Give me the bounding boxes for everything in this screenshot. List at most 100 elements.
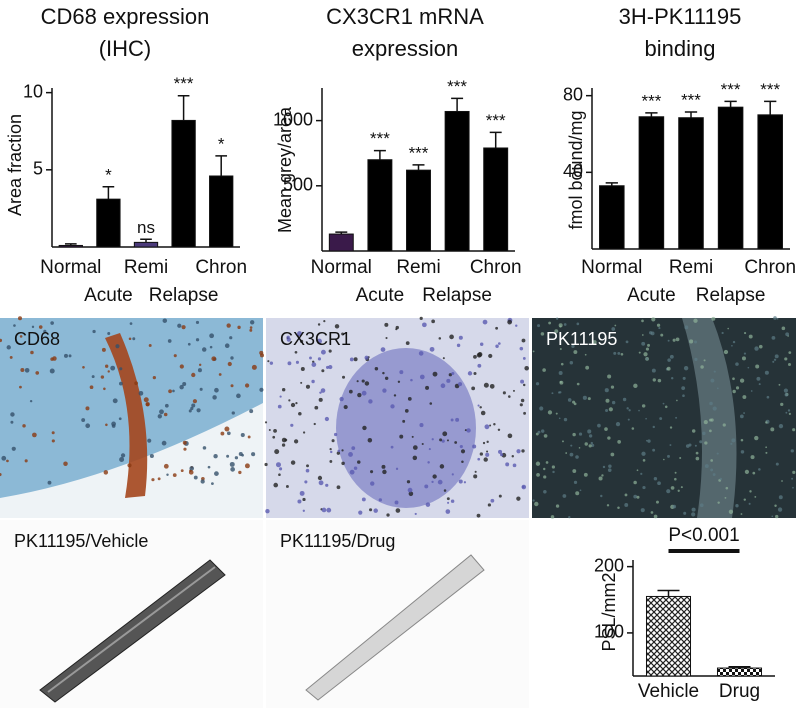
- grain: [551, 392, 554, 395]
- cell: [183, 447, 187, 451]
- cell: [229, 336, 233, 340]
- grain: [641, 334, 644, 336]
- cell: [157, 414, 162, 419]
- grain: [683, 365, 689, 371]
- cell: [100, 375, 105, 379]
- grain: [792, 470, 796, 474]
- grain: [622, 397, 627, 402]
- cell: [385, 336, 388, 340]
- cell: [419, 423, 424, 428]
- grain: [536, 473, 540, 477]
- x-tick-label: Chron: [195, 257, 247, 278]
- cell: [378, 498, 383, 502]
- grain: [679, 456, 682, 460]
- grain: [604, 388, 609, 393]
- cell: [273, 428, 277, 433]
- grain: [671, 377, 674, 380]
- grain: [699, 440, 703, 444]
- cell: [448, 373, 452, 377]
- cell: [429, 402, 433, 405]
- cell: [498, 449, 503, 454]
- cell: [119, 381, 123, 386]
- cell: [497, 342, 501, 345]
- cell: [284, 438, 288, 442]
- error-bar: [412, 164, 425, 171]
- chart-title: binding: [645, 36, 716, 61]
- cell: [348, 389, 353, 394]
- grain: [575, 455, 579, 459]
- bar: [209, 175, 234, 248]
- cell: [446, 497, 450, 501]
- grain: [724, 496, 727, 499]
- cell: [209, 333, 215, 339]
- error-bar: [335, 231, 348, 235]
- grain: [636, 469, 639, 472]
- cell: [479, 342, 484, 346]
- cell: [393, 394, 397, 397]
- cell: [390, 404, 395, 409]
- cell: [454, 441, 458, 444]
- cell: [129, 322, 133, 325]
- grain: [674, 471, 677, 474]
- cell: [516, 496, 521, 501]
- cell: [328, 349, 332, 353]
- cell: [515, 324, 518, 327]
- cell: [317, 475, 323, 481]
- grain: [709, 418, 712, 422]
- grain: [534, 501, 539, 507]
- bar: [328, 233, 354, 252]
- cell: [6, 459, 9, 463]
- y-axis-label: Area fraction: [5, 114, 25, 216]
- cell: [290, 402, 296, 408]
- grain: [699, 503, 704, 508]
- grain: [610, 452, 615, 457]
- grain: [657, 378, 662, 383]
- cell: [268, 428, 271, 431]
- significance-label: ***: [681, 90, 701, 109]
- cell: [251, 364, 257, 370]
- grain: [602, 465, 606, 469]
- cell: [353, 357, 358, 362]
- grain: [758, 383, 761, 386]
- grain: [617, 440, 621, 444]
- grain: [675, 337, 680, 342]
- cell: [281, 443, 286, 447]
- cell: [489, 383, 495, 389]
- cell: [493, 422, 496, 426]
- grain: [569, 360, 574, 365]
- panel-bg: [266, 520, 529, 708]
- cell: [349, 469, 355, 475]
- cell: [167, 339, 172, 343]
- grain: [532, 350, 535, 353]
- grain: [709, 401, 713, 406]
- cell: [10, 412, 15, 417]
- cell: [473, 354, 477, 359]
- grain: [792, 486, 794, 489]
- cell: [498, 494, 502, 498]
- grain: [578, 447, 581, 449]
- grain: [676, 399, 678, 402]
- grain: [694, 357, 698, 361]
- error-bar: [451, 97, 464, 112]
- grain: [672, 504, 677, 509]
- grain: [647, 343, 651, 347]
- cell: [406, 480, 411, 484]
- cell: [357, 460, 361, 464]
- cell: [458, 335, 463, 340]
- grain: [716, 452, 719, 455]
- grain: [643, 352, 648, 357]
- cell: [407, 487, 413, 493]
- grain: [653, 514, 658, 519]
- cell: [24, 367, 30, 373]
- grain: [680, 486, 683, 489]
- image-panel: CD68: [0, 316, 265, 518]
- cell: [361, 497, 366, 502]
- grain: [559, 380, 564, 385]
- grain: [772, 360, 775, 363]
- grain: [711, 316, 716, 321]
- grain: [774, 354, 779, 359]
- cell: [425, 385, 430, 390]
- cell: [421, 442, 424, 446]
- grain: [543, 434, 548, 438]
- cell: [349, 357, 354, 362]
